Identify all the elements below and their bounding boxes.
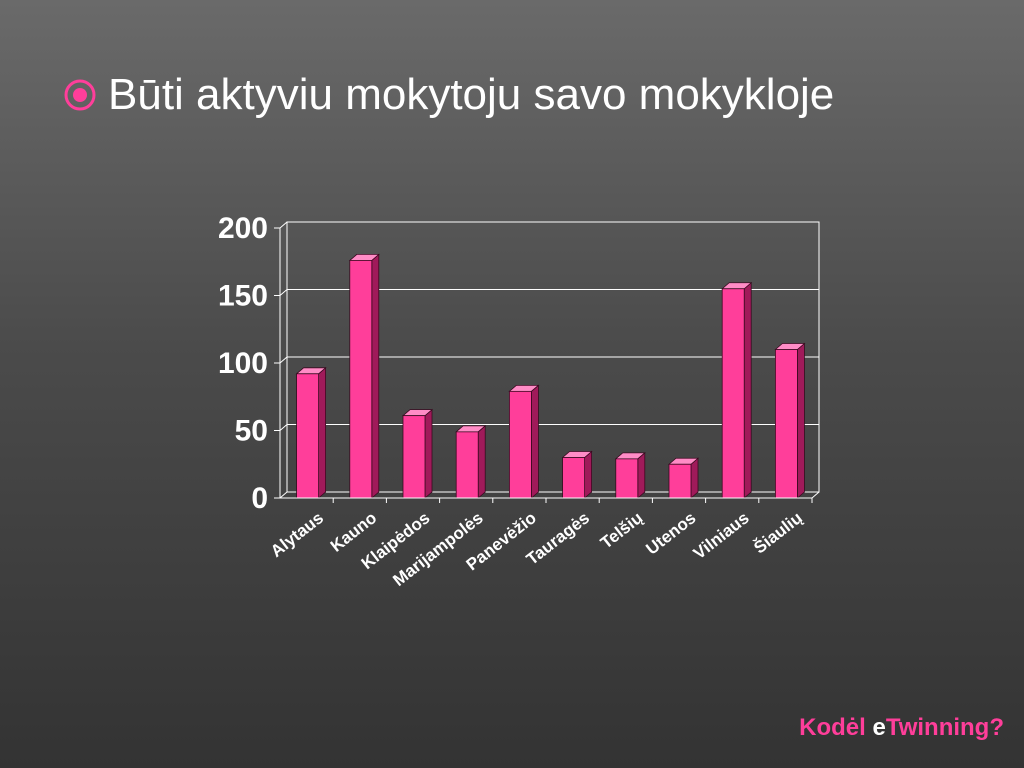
x-axis-labels: Alytaus KaunoKlaipėdosMarijampolėsPanevėž…	[267, 508, 806, 590]
footer-text-3: Twinning?	[885, 714, 1004, 741]
bar	[402, 415, 426, 499]
x-axis-depth	[811, 491, 820, 499]
gridline-depth	[279, 424, 288, 431]
x-tick-label: Alytaus	[267, 508, 327, 561]
radio-bullet-icon	[62, 77, 98, 113]
bar-group	[774, 342, 806, 499]
bar-group	[721, 281, 753, 499]
bar-side	[743, 281, 752, 499]
bar	[721, 288, 745, 499]
bar-group	[508, 384, 540, 499]
x-tick-label: Vilniaus	[690, 508, 753, 563]
footer-text-2: e	[872, 714, 886, 741]
x-tick-label: Šiaulių	[750, 508, 806, 557]
bar	[668, 463, 692, 499]
gridline-depth	[279, 221, 288, 229]
bar-group	[455, 424, 487, 499]
bar-side	[318, 366, 327, 499]
bar-side	[584, 450, 592, 499]
bar	[775, 349, 798, 499]
footer-brand: Kodėl eTwinning?	[799, 714, 1004, 742]
gridline-depth	[279, 289, 288, 296]
bar	[296, 373, 320, 499]
bar	[455, 431, 479, 499]
footer-text-1: Kodėl	[799, 714, 873, 741]
bar-group	[561, 450, 593, 499]
bar-side	[531, 384, 539, 499]
y-tick-label: 150	[218, 280, 268, 313]
bar	[562, 457, 585, 499]
bar	[615, 458, 639, 499]
x-tick-label: Telšių	[597, 508, 646, 552]
bar	[349, 259, 373, 499]
bar-group	[401, 408, 434, 499]
y-tick-label: 200	[218, 212, 268, 245]
chart-axes	[274, 227, 820, 503]
bar-side	[690, 457, 699, 499]
y-tick-label: 100	[218, 347, 268, 380]
gridline-depth	[279, 356, 288, 364]
chart-bars	[295, 253, 806, 499]
bar-side	[797, 342, 805, 499]
bar-side	[424, 408, 433, 499]
bar-group	[614, 451, 646, 499]
bar-group	[295, 366, 327, 499]
bar-side	[477, 424, 486, 499]
bar-side	[371, 253, 380, 499]
x-tick-label: Marijampolės	[389, 508, 486, 590]
gridline-depth	[279, 491, 288, 499]
y-tick-label: 50	[235, 415, 268, 448]
y-axis-labels: 0 50 100 150 200	[218, 212, 268, 515]
bar-group	[667, 457, 700, 499]
y-tick-label: 0	[251, 482, 268, 515]
bar-side	[637, 451, 646, 499]
bar-group	[348, 253, 380, 499]
heading-text: Būti aktyviu mokytoju savo mokykloje	[108, 70, 835, 119]
slide-heading: Būti aktyviu mokytoju savo mokykloje	[62, 70, 834, 120]
bar	[508, 390, 532, 499]
